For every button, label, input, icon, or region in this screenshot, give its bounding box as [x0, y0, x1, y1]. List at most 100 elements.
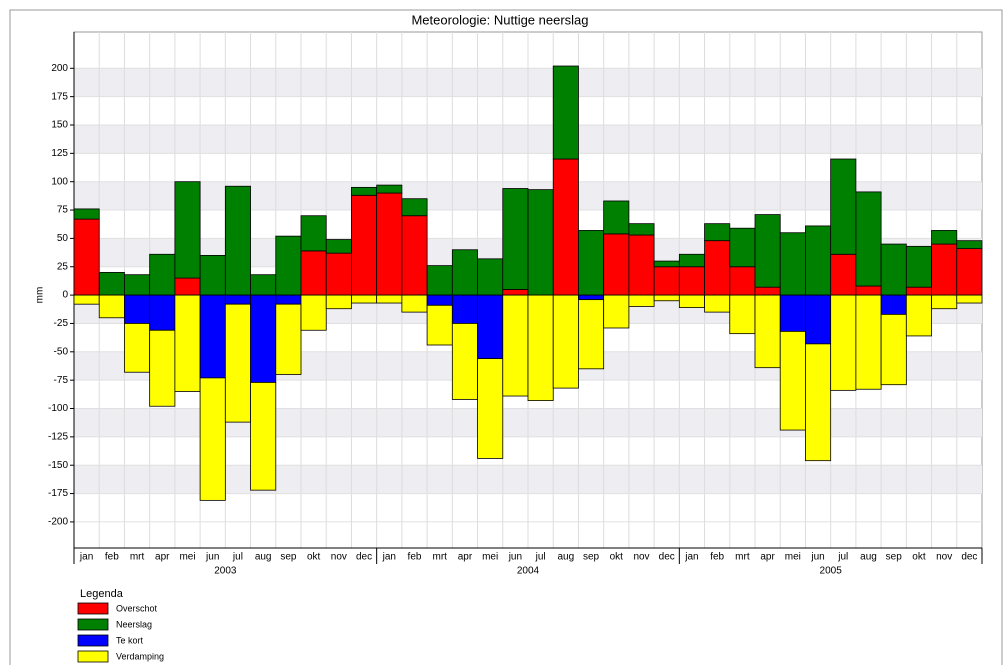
bar-segment: [376, 184, 403, 194]
bar-segment: [98, 272, 125, 296]
x-tick-label: jun: [205, 552, 219, 563]
legend-title: Legenda: [80, 588, 124, 600]
bar-segment: [174, 294, 201, 392]
x-tick-label: jun: [810, 552, 824, 563]
bar-segment: [578, 230, 605, 296]
chart-title: Meteorologie: Nuttige neerslag: [411, 12, 588, 27]
bar-segment: [527, 189, 554, 296]
bar-segment: [653, 260, 680, 268]
bar-segment: [73, 208, 100, 220]
bar-segment: [855, 294, 882, 390]
bar-segment: [552, 65, 579, 160]
bar-segment: [376, 192, 403, 296]
bar-segment: [401, 294, 428, 313]
bar-segment: [905, 245, 932, 288]
bar-segment: [376, 294, 403, 304]
x-tick-label: mei: [482, 552, 498, 563]
bar-segment: [578, 299, 605, 370]
bar-segment: [224, 294, 251, 305]
y-tick-label: 125: [51, 148, 68, 159]
bar-segment: [754, 294, 781, 369]
bar-segment: [779, 294, 806, 332]
bar-segment: [300, 294, 327, 331]
legend-label: Verdamping: [116, 651, 164, 661]
y-tick-label: 0: [62, 290, 68, 301]
bar-segment: [502, 294, 529, 397]
bar-segment: [779, 330, 806, 431]
y-tick-label: 100: [51, 176, 68, 187]
x-tick-label: aug: [557, 552, 574, 563]
bar-segment: [603, 233, 630, 296]
x-tick-label: mei: [785, 552, 801, 563]
y-tick-label: -25: [54, 318, 69, 329]
bar-segment: [729, 294, 756, 335]
bar-segment: [830, 158, 857, 255]
x-tick-label: nov: [331, 552, 347, 563]
bar-segment: [603, 200, 630, 235]
group-label: 2005: [820, 566, 843, 577]
bar-segment: [729, 266, 756, 296]
x-tick-label: dec: [961, 552, 977, 563]
bar-segment: [224, 185, 251, 296]
y-tick-label: 150: [51, 120, 68, 131]
bar-segment: [628, 223, 655, 236]
bar-segment: [174, 181, 201, 279]
bar-segment: [905, 294, 932, 337]
bar-segment: [653, 294, 680, 302]
x-tick-label: aug: [860, 552, 877, 563]
bar-segment: [704, 240, 731, 296]
x-tick-label: jan: [79, 552, 93, 563]
x-tick-label: apr: [458, 552, 473, 563]
legend-swatch: [77, 618, 109, 631]
bar-segment: [451, 249, 478, 296]
bar-segment: [653, 266, 680, 296]
x-tick-label: apr: [155, 552, 170, 563]
bar-segment: [678, 294, 705, 308]
y-tick-label: -175: [48, 488, 68, 499]
bar-segment: [351, 186, 378, 196]
bar-segment: [401, 198, 428, 217]
x-tick-label: dec: [659, 552, 675, 563]
bar-segment: [805, 343, 832, 462]
bar-segment: [628, 234, 655, 296]
bar-segment: [401, 215, 428, 296]
x-tick-label: mrt: [735, 552, 750, 563]
bar-segment: [124, 323, 151, 373]
bar-segment: [149, 253, 176, 296]
x-tick-label: sep: [886, 552, 903, 563]
bar-segment: [351, 194, 378, 296]
legend-swatch: [77, 650, 109, 663]
bar-segment: [426, 265, 453, 296]
bar-segment: [603, 294, 630, 329]
bar-segment: [98, 294, 125, 319]
bar-segment: [502, 188, 529, 290]
bar-segment: [199, 294, 226, 379]
bar-segment: [124, 274, 151, 296]
bar-segment: [73, 294, 100, 305]
bar-segment: [628, 294, 655, 307]
group-label: 2004: [517, 566, 540, 577]
bar-segment: [73, 218, 100, 296]
bar-segment: [805, 225, 832, 296]
bar-segment: [552, 294, 579, 389]
legend-label: Te kort: [116, 635, 144, 645]
bar-segment: [502, 289, 529, 296]
bar-segment: [351, 294, 378, 304]
x-tick-label: feb: [105, 552, 119, 563]
legend-swatch: [77, 602, 109, 615]
bar-segment: [300, 250, 327, 296]
bar-segment: [275, 303, 302, 375]
bar-segment: [250, 274, 277, 296]
bar-segment: [931, 294, 958, 310]
y-tick-label: -150: [48, 460, 68, 471]
x-tick-label: jul: [535, 552, 546, 563]
y-tick-label: -125: [48, 432, 68, 443]
bar-segment: [250, 294, 277, 383]
bar-segment: [905, 286, 932, 296]
y-axis-label: mm: [35, 287, 46, 304]
bar-segment: [855, 191, 882, 287]
x-tick-label: dec: [356, 552, 372, 563]
y-tick-label: 25: [57, 261, 69, 272]
bar-segment: [275, 294, 302, 305]
bar-segment: [325, 252, 352, 296]
